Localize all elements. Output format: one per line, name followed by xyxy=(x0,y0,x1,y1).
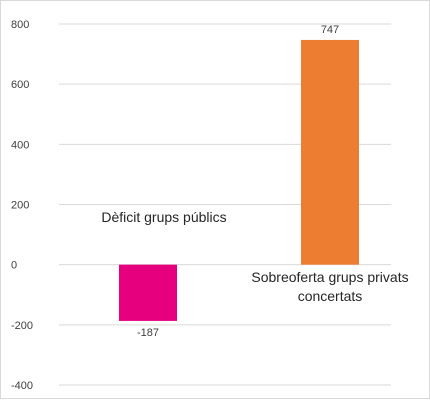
y-tick-label: 800 xyxy=(11,19,29,31)
y-tick-label: 0 xyxy=(11,260,17,272)
y-tick-label: -400 xyxy=(11,380,33,392)
y-tick-label: -200 xyxy=(11,320,33,332)
data-labels: -187 747 xyxy=(137,24,339,339)
annotations: Dèficit grups públics Sobreoferta grups p… xyxy=(101,209,408,304)
data-label: 747 xyxy=(321,24,339,36)
bar-surplus-private xyxy=(301,39,359,265)
bar-deficit-public xyxy=(119,264,177,321)
gridlines xyxy=(59,23,391,386)
bars xyxy=(119,39,359,321)
category-annotation: Dèficit grups públics xyxy=(101,209,226,225)
y-tick-label: 400 xyxy=(11,139,29,151)
y-tick-label: 200 xyxy=(11,200,29,212)
category-annotation: concertats xyxy=(298,288,363,304)
y-axis-ticks: 800 600 400 200 0 -200 -400 xyxy=(11,19,33,392)
category-annotation: Sobreoferta grups privats xyxy=(251,269,408,285)
y-tick-label: 600 xyxy=(11,79,29,91)
data-label: -187 xyxy=(137,327,159,339)
